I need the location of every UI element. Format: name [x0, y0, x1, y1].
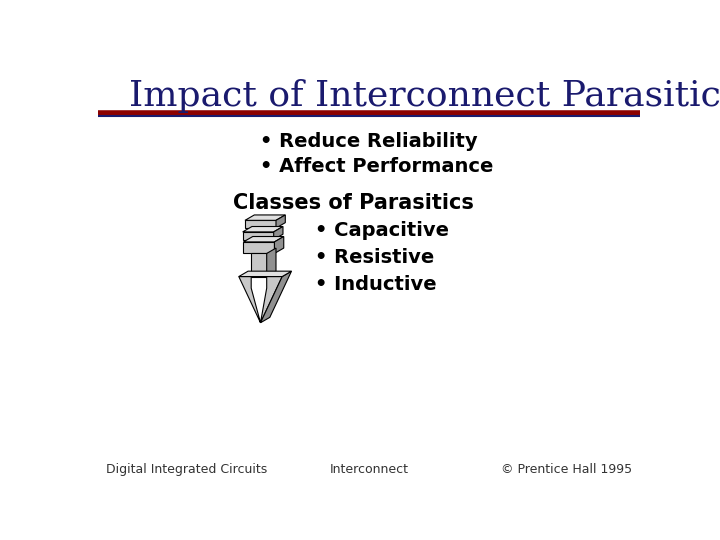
Text: • Reduce Reliability: • Reduce Reliability — [261, 132, 478, 151]
Text: © Prentice Hall 1995: © Prentice Hall 1995 — [501, 463, 632, 476]
Text: Digital Integrated Circuits: Digital Integrated Circuits — [106, 463, 266, 476]
Polygon shape — [239, 276, 282, 323]
Text: • Affect Performance: • Affect Performance — [261, 157, 494, 176]
Polygon shape — [243, 242, 274, 253]
Polygon shape — [243, 232, 274, 240]
Polygon shape — [274, 237, 284, 253]
Polygon shape — [239, 271, 292, 276]
Polygon shape — [245, 215, 285, 220]
Polygon shape — [276, 215, 285, 228]
Polygon shape — [266, 248, 276, 276]
Polygon shape — [274, 226, 283, 240]
Text: • Capacitive: • Capacitive — [315, 221, 449, 240]
Polygon shape — [251, 253, 266, 276]
Polygon shape — [245, 220, 276, 228]
Text: Impact of Interconnect Parasitics: Impact of Interconnect Parasitics — [129, 79, 720, 113]
Text: • Resistive: • Resistive — [315, 248, 434, 267]
Polygon shape — [243, 237, 284, 242]
Polygon shape — [243, 226, 283, 232]
Text: Interconnect: Interconnect — [330, 463, 408, 476]
Polygon shape — [261, 271, 292, 323]
Text: Classes of Parasitics: Classes of Parasitics — [233, 193, 474, 213]
Text: • Inductive: • Inductive — [315, 275, 436, 294]
